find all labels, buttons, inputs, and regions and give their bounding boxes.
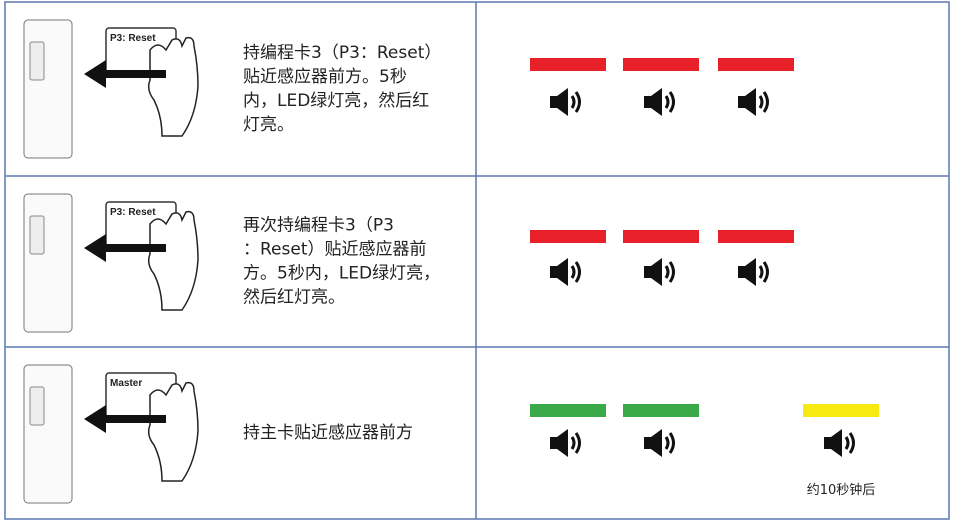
card-label: Master	[110, 378, 142, 389]
description: 再次持编程卡3（P3	[243, 216, 394, 236]
illustration: Master	[23, 364, 199, 504]
reader-face	[29, 386, 45, 426]
hand	[147, 381, 199, 482]
indicators	[530, 58, 794, 117]
arrow	[84, 405, 166, 433]
reader-device	[23, 364, 73, 504]
description: 然后红灯亮。	[243, 288, 345, 308]
description: 贴近感应器前方。5秒	[243, 67, 407, 87]
card-label: P3: Reset	[110, 33, 156, 44]
illustration: P3: Reset	[23, 19, 199, 159]
description: 内，LED绿灯亮，然后红	[243, 91, 429, 111]
reader-face	[29, 41, 45, 81]
hand	[147, 36, 199, 137]
reader-device	[23, 193, 73, 333]
table-border	[4, 1, 950, 520]
card-label: P3: Reset	[110, 207, 156, 218]
description: 灯亮。	[243, 115, 294, 135]
note: 约10秒钟后	[807, 482, 876, 498]
hand	[147, 210, 199, 311]
arrow	[84, 60, 166, 88]
indicators	[530, 230, 794, 287]
reader-device	[23, 19, 73, 159]
indicators	[530, 404, 879, 458]
description: 持编程卡3（P3：Reset）	[243, 43, 441, 63]
arrow	[84, 234, 166, 262]
reader-face	[29, 215, 45, 255]
illustration: P3: Reset	[23, 193, 199, 333]
description: ：Reset）贴近感应器前	[243, 240, 427, 260]
description: 持主卡贴近感应器前方	[243, 423, 413, 443]
description: 方。5秒内，LED绿灯亮，	[243, 264, 440, 284]
